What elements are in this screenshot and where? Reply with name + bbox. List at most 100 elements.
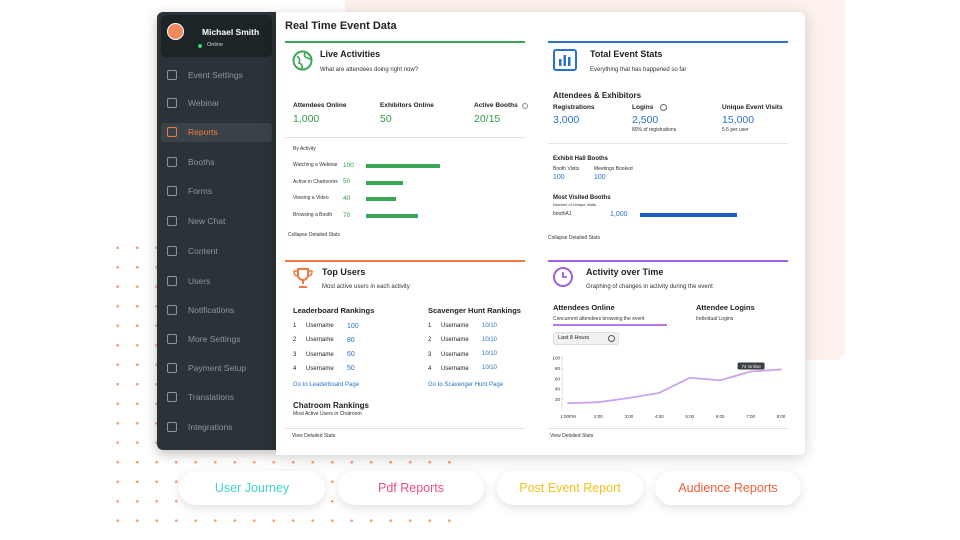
booth-label: boothA1 — [553, 211, 572, 217]
menu-item[interactable]: Reports — [188, 126, 218, 137]
collapse-link[interactable]: Collapse Detailed Stats — [548, 235, 600, 241]
rank: 2 — [293, 337, 297, 344]
username: Username — [306, 365, 334, 372]
divider — [285, 137, 525, 138]
divider — [548, 143, 788, 144]
activity-label: Watching a Webinar — [293, 162, 338, 168]
menu-icon — [167, 70, 177, 80]
active-menu-bg — [161, 123, 272, 142]
score: 10/10 — [482, 365, 498, 372]
report-button[interactable]: User Journey — [179, 471, 325, 505]
stat-label: Active Booths — [474, 102, 518, 109]
divider — [548, 428, 788, 429]
stat-label: Meetings Booked — [594, 166, 633, 172]
menu-item[interactable]: Forms — [188, 185, 213, 196]
rank: 3 — [428, 351, 432, 358]
menu-item[interactable]: Payment Setup — [188, 362, 247, 373]
range-button[interactable] — [553, 332, 619, 345]
tab-underline — [553, 324, 667, 326]
y-tick-label: 60 — [555, 376, 561, 381]
section-subtitle: Number of Unique Visits — [553, 202, 597, 207]
tooltip — [737, 362, 765, 370]
x-tick-label: 2:00 — [594, 414, 603, 419]
menu-item[interactable]: Event Settings — [188, 69, 243, 80]
menu-icon — [167, 363, 177, 373]
stat-value: 100 — [594, 174, 606, 181]
menu-icon — [167, 422, 177, 432]
info-icon[interactable] — [522, 103, 528, 109]
menu-item[interactable]: Webinar — [188, 97, 220, 108]
report-button[interactable]: Audience Reports — [655, 471, 801, 505]
y-tick-label: 80 — [555, 366, 561, 371]
report-button[interactable]: Pdf Reports — [338, 471, 484, 505]
menu-icon — [167, 334, 177, 344]
x-tick-label: 3:00 — [624, 414, 633, 419]
menu-item[interactable]: Content — [188, 245, 218, 256]
line-chart: 20 40 60 80 100 1:00PM 2:00 3:00 4:00 5:00 6:00 7:0… — [552, 356, 786, 420]
section-subtitle: Most Active Users in Chatroom — [293, 411, 362, 417]
activity-value: 100 — [343, 161, 354, 169]
panel-title: Activity over Time — [586, 267, 664, 277]
tab-description: Individual Logins — [696, 316, 734, 322]
main-card — [276, 12, 805, 455]
activity-value: 70 — [343, 211, 351, 219]
panel-title: Live Activities — [320, 49, 381, 59]
menu-item[interactable]: New Chat — [188, 215, 226, 226]
panel-subtitle: Graphing of changes in activity during t… — [586, 284, 713, 290]
tooltip-label: 74 Online — [741, 364, 761, 369]
stat-label: Unique Event Visits — [722, 104, 783, 111]
panel-accent — [548, 41, 788, 43]
username: Username — [441, 337, 469, 344]
activity-bar — [366, 214, 418, 219]
scavenger-link[interactable]: Go to Scavenger Hunt Page — [428, 382, 504, 388]
y-tick-label: 100 — [552, 356, 560, 361]
panel-subtitle: What are attendees doing right now? — [320, 67, 419, 73]
stat-value: 15,000 — [722, 114, 755, 126]
report-button[interactable]: Post Event Report — [497, 471, 643, 505]
y-tick-label: 20 — [555, 397, 561, 402]
x-tick-label: 1:00PM — [560, 414, 576, 419]
data-line — [567, 368, 782, 405]
stat-label: Logins — [632, 104, 654, 111]
status-dot — [198, 44, 202, 48]
panel-subtitle: Most active users in each activity — [322, 284, 410, 290]
trophy-icon — [293, 268, 313, 288]
tab[interactable]: Attendee Logins — [696, 303, 755, 312]
activity-label: Browsing a Booth — [293, 212, 333, 219]
page-title: Real Time Event Data — [285, 20, 397, 32]
activity-bar — [366, 180, 403, 185]
menu-item[interactable]: Integrations — [188, 421, 233, 432]
section-title: Scavenger Hunt Rankings — [428, 306, 521, 315]
leaderboard-link[interactable]: Go to Leaderboard Page — [293, 382, 360, 388]
username: Username — [441, 365, 469, 372]
user-name: Michael Smith — [202, 27, 260, 37]
menu-item[interactable]: Booths — [188, 156, 215, 167]
section-title: Attendees & Exhibitors — [553, 91, 642, 100]
menu-item[interactable]: Notifications — [188, 304, 235, 315]
detail-link[interactable]: View Detailed Stats — [550, 433, 594, 439]
clock-icon — [553, 267, 573, 287]
rank: 4 — [293, 365, 297, 372]
range-button-label: Last 8 Hours — [558, 335, 590, 341]
booth-bar — [640, 213, 737, 217]
menu-item[interactable]: Translations — [188, 391, 234, 402]
menu-icon — [167, 246, 177, 256]
stat-value: 2,500 — [632, 114, 659, 126]
detail-link[interactable]: View Detailed Stats — [292, 433, 336, 439]
sidebar — [157, 12, 276, 450]
section-title: Leaderboard Rankings — [293, 306, 375, 315]
help-icon[interactable] — [660, 104, 667, 111]
menu-item[interactable]: Users — [188, 275, 211, 286]
panel-accent — [548, 260, 788, 262]
section-title: Chatroom Rankings — [293, 401, 370, 410]
collapse-link[interactable]: Collapse Detailed Stats — [288, 232, 340, 238]
activity-label: Active in Chatrooms — [293, 178, 338, 185]
username: Username — [441, 351, 469, 358]
x-tick-label: 8:00 — [777, 414, 786, 419]
rank: 3 — [293, 351, 297, 358]
tab[interactable]: Attendees Online — [553, 303, 615, 312]
x-tick-label: 5:00 — [685, 414, 694, 419]
menu-item[interactable]: More Settings — [188, 333, 241, 344]
activity-value: 50 — [343, 178, 351, 186]
stat-value: 50 — [380, 113, 392, 125]
